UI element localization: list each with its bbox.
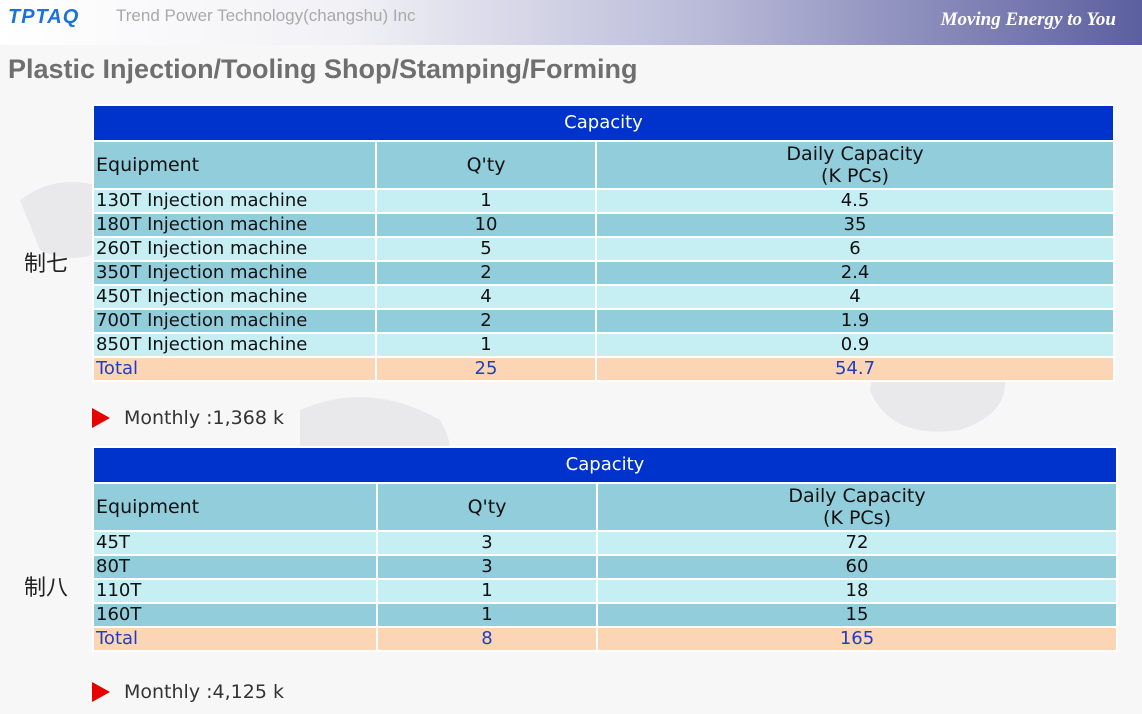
total-qty: 25 [375,356,597,382]
cell-daily: 15 [595,602,1119,628]
cell-equipment: 110T [92,578,378,604]
section-label-zhi-qi: 制七 [24,252,69,277]
table-row: 110T 1 18 [92,578,1119,604]
table-row: 160T 1 15 [92,602,1119,628]
monthly-text: Monthly :1,368 k [124,407,284,429]
total-label: Total [92,356,377,382]
cell-qty: 1 [375,188,597,214]
cell-daily: 2.4 [594,260,1116,286]
total-label: Total [92,626,378,652]
table-row: 850T Injection machine 1 0.9 [92,332,1116,358]
column-header-equipment: Equipment [92,140,377,190]
cell-equipment: 450T Injection machine [92,284,377,310]
total-daily: 54.7 [594,356,1116,382]
total-row: Total 8 165 [92,626,1119,652]
cell-equipment: 80T [92,554,378,580]
cell-daily: 35 [594,212,1116,238]
cell-equipment: 350T Injection machine [92,260,377,286]
company-name: Trend Power Technology(changshu) Inc [116,6,416,25]
table-row: 700T Injection machine 2 1.9 [92,308,1116,334]
capacity-table-2: Capacity Equipment Q'ty Daily Capacity (… [91,446,1119,652]
table-title: Capacity [91,446,1119,484]
cell-qty: 3 [376,530,598,556]
cell-daily: 4.5 [594,188,1116,214]
cell-equipment: 45T [92,530,378,556]
capacity-table-1: Capacity Equipment Q'ty Daily Capacity (… [91,104,1116,382]
cell-daily: 0.9 [594,332,1116,358]
cell-equipment: 180T Injection machine [92,212,377,238]
monthly-note-1: Monthly :1,368 k [92,407,284,429]
red-arrow-icon [92,408,110,428]
column-header-qty: Q'ty [376,482,598,532]
table-title: Capacity [91,104,1116,142]
cell-qty: 1 [376,578,598,604]
page-title: Plastic Injection/Tooling Shop/Stamping/… [8,54,638,84]
column-header-equipment: Equipment [92,482,378,532]
table-row: 260T Injection machine 5 6 [92,236,1116,262]
cell-qty: 1 [376,602,598,628]
cell-qty: 1 [375,332,597,358]
cell-equipment: 700T Injection machine [92,308,377,334]
table-row: 350T Injection machine 2 2.4 [92,260,1116,286]
cell-equipment: 160T [92,602,378,628]
section-label-zhi-ba: 制八 [24,576,69,601]
daily-capacity-line2: (K PCs) [821,165,889,187]
column-header-daily-capacity: Daily Capacity (K PCs) [594,140,1116,190]
daily-capacity-line2: (K PCs) [823,507,891,529]
cell-daily: 60 [595,554,1119,580]
total-daily: 165 [595,626,1119,652]
cell-daily: 4 [594,284,1116,310]
table-row: 130T Injection machine 1 4.5 [92,188,1116,214]
table-row: 450T Injection machine 4 4 [92,284,1116,310]
cell-qty: 3 [376,554,598,580]
table-row: 180T Injection machine 10 35 [92,212,1116,238]
cell-equipment: 130T Injection machine [92,188,377,214]
table-row: 45T 3 72 [92,530,1119,556]
daily-capacity-line1: Daily Capacity [788,485,926,507]
cell-qty: 5 [375,236,597,262]
cell-equipment: 260T Injection machine [92,236,377,262]
cell-daily: 6 [594,236,1116,262]
cell-equipment: 850T Injection machine [92,332,377,358]
monthly-note-2: Monthly :4,125 k [92,681,284,703]
cell-qty: 4 [375,284,597,310]
cell-qty: 2 [375,260,597,286]
total-qty: 8 [376,626,598,652]
total-row: Total 25 54.7 [92,356,1116,382]
red-arrow-icon [92,682,110,702]
cell-daily: 72 [595,530,1119,556]
cell-daily: 1.9 [594,308,1116,334]
cell-qty: 2 [375,308,597,334]
cell-qty: 10 [375,212,597,238]
slogan: Moving Energy to You [940,9,1116,30]
monthly-text: Monthly :4,125 k [124,681,284,703]
cell-daily: 18 [595,578,1119,604]
column-header-daily-capacity: Daily Capacity (K PCs) [595,482,1119,532]
header-banner: TPTAQ Trend Power Technology(changshu) I… [0,0,1142,45]
column-header-qty: Q'ty [375,140,597,190]
daily-capacity-line1: Daily Capacity [786,143,924,165]
company-logo: TPTAQ [8,6,80,28]
table-row: 80T 3 60 [92,554,1119,580]
